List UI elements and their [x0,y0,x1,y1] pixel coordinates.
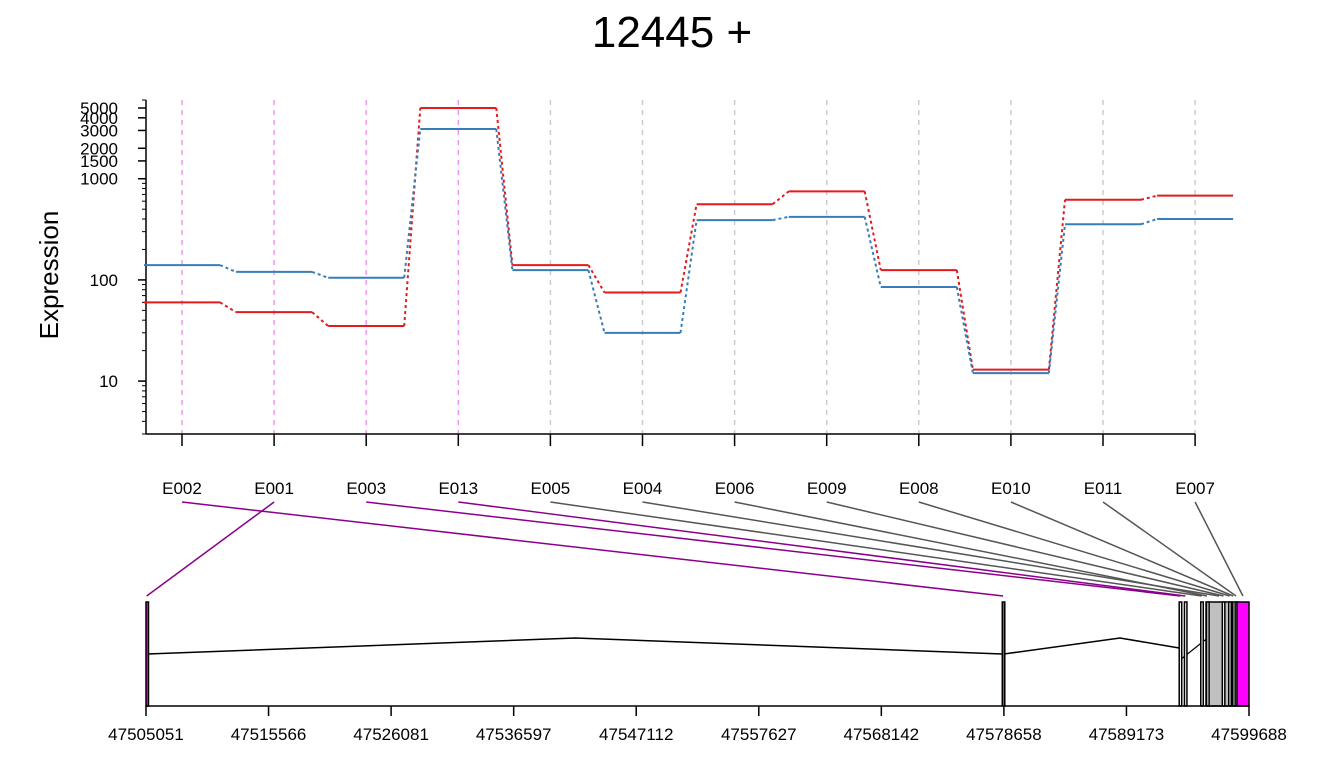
series-2-connector [863,216,882,288]
x-tick-label-e007: E007 [1175,479,1215,498]
series-2-connector [403,128,422,278]
intron-line [147,637,1003,655]
series-2-connector [219,264,237,273]
link-e010 [1010,501,1234,597]
intron-line [1003,637,1180,655]
x-tick-label-e005: E005 [531,479,571,498]
exon-e007 [1236,601,1250,707]
series-1-connector [495,107,514,266]
x-tick-label-e001: E001 [254,479,294,498]
y-tick-label: 100 [90,271,118,290]
genomic-tick-label: 47599688 [1211,725,1287,744]
y-tick-label: 3000 [80,121,118,140]
y-tick-label: 5000 [80,99,118,118]
exon-e009 [1221,601,1226,707]
series-1-connector [311,311,329,327]
x-tick-label-e010: E010 [991,479,1031,498]
series-1-connector [771,190,790,205]
genomic-tick-label: 47515566 [231,725,307,744]
link-e002 [181,501,1004,597]
genomic-tick-label: 47526081 [353,725,429,744]
x-tick-label-e011: E011 [1084,479,1122,498]
exon-e013 [1183,601,1188,707]
link-e007 [1194,501,1244,597]
series-2-connector [1047,224,1066,374]
y-tick-label: 10 [99,372,118,391]
exon-links [146,501,1244,597]
series-2-connector [495,128,514,271]
y-axis-label: Expression [34,211,64,340]
exon-e003 [1178,601,1183,707]
series-2-connector [679,219,698,333]
gridlines [181,100,1196,434]
link-e001 [146,501,275,597]
series-2-connector [311,270,329,279]
exon-e005 [1200,601,1205,707]
x-tick-label-e003: E003 [346,479,386,498]
x-tick-label-e013: E013 [438,479,478,498]
series-1-connector [955,269,974,370]
series-layer [144,107,1234,375]
exon-e001 [145,601,150,707]
gene-model [145,601,1250,707]
link-e008 [918,501,1230,597]
link-e005 [550,501,1202,597]
link-e006 [734,501,1208,597]
genomic-tick-label: 47589173 [1089,725,1165,744]
series-2-connector [1140,218,1158,226]
x-axis: E002 E001 E003 E013 E005 E004 E006 E009 E008 E010… [146,433,1215,498]
x-tick-label-e002: E002 [162,479,202,498]
genomic-tick-label: 47536597 [476,725,552,744]
link-e009 [826,501,1224,597]
series-1-connector [863,191,882,271]
exon-e002 [1001,601,1006,707]
exon-e008 [1227,601,1232,707]
genomic-axis: 47505051 47515566 47526081 47536597 47547112… [108,705,1287,744]
genomic-tick-label: 47547112 [599,725,673,744]
x-tick-label-e008: E008 [899,479,939,498]
series-1-connector [403,107,422,327]
x-tick-label-e004: E004 [623,479,663,498]
link-e004 [642,501,1220,597]
series-1-connector [679,204,698,293]
series-2-connector [955,286,974,374]
series-1-connector [1140,194,1158,201]
series-1-connector [587,264,606,294]
genomic-tick-label: 47505051 [108,725,184,744]
link-e013 [458,501,1186,597]
genomic-tick-label: 47578658 [966,725,1042,744]
series-1-connector [219,301,237,314]
x-tick-label-e006: E006 [715,479,755,498]
link-e003 [366,501,1181,597]
y-tick-label: 2000 [80,139,118,158]
y-tick-label: 1000 [80,170,118,189]
series-2-connector [587,269,606,334]
genomic-tick-label: 47557627 [721,725,797,744]
x-tick-label-e009: E009 [807,479,847,498]
link-e011 [1102,501,1237,597]
y-tick-label: 1500 [80,152,118,171]
exon-e006 [1205,601,1210,707]
series-1-connector [1047,199,1066,370]
genomic-tick-label: 47568142 [844,725,920,744]
y-tick-label: 4000 [80,109,118,128]
chart-title: 12445 + [592,8,752,57]
series-2-connector [772,215,789,222]
series-1 [144,107,1234,371]
series-2 [144,128,1234,375]
